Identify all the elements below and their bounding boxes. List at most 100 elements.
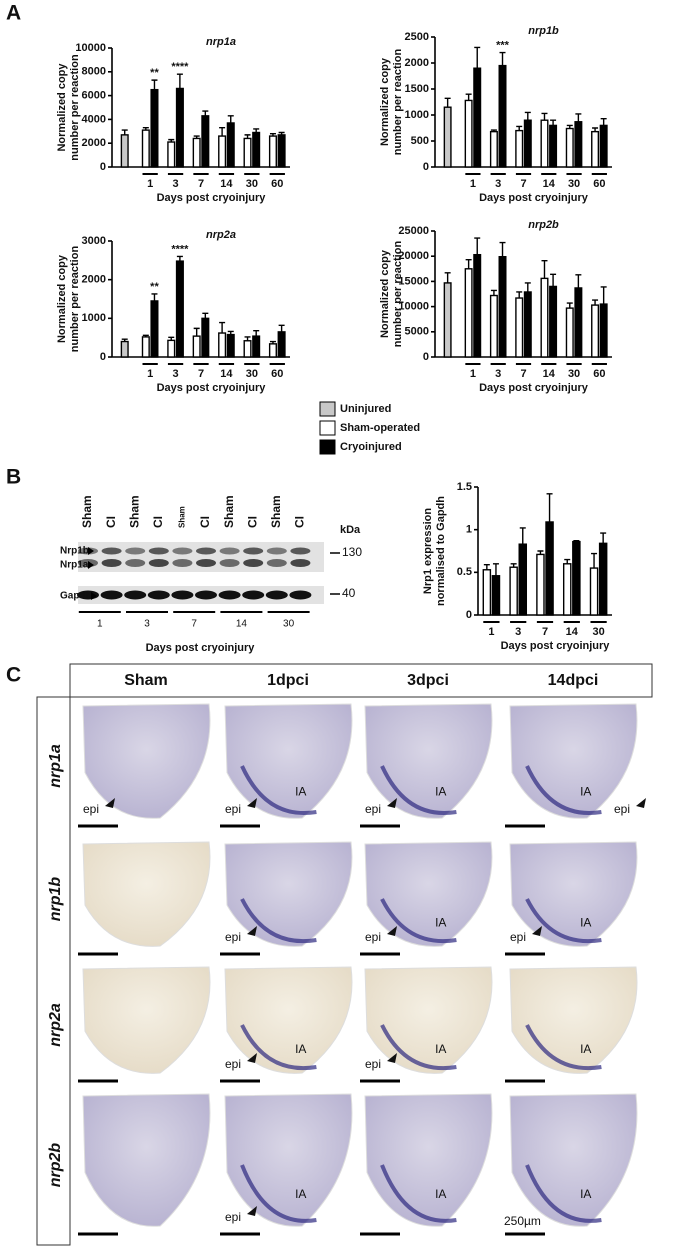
y-tick-label: 6000 xyxy=(82,90,106,102)
bar xyxy=(565,127,574,168)
bar xyxy=(572,540,581,616)
bar xyxy=(150,300,159,358)
x-axis-label: Days post cryoinjury xyxy=(501,640,611,652)
error-bar xyxy=(202,110,209,116)
y-tick-label: 10000 xyxy=(398,301,429,313)
band xyxy=(195,590,217,600)
error-bar xyxy=(227,330,234,335)
annotation: epi xyxy=(365,930,381,944)
bar xyxy=(226,122,235,168)
error-bar xyxy=(516,125,523,131)
tissue-section xyxy=(224,1093,353,1227)
y-axis-label: Nrp1 expression xyxy=(422,508,434,594)
error-bar xyxy=(600,117,607,126)
bar xyxy=(562,563,572,616)
significance: **** xyxy=(171,61,189,73)
error-bar xyxy=(121,338,128,342)
stain xyxy=(380,898,457,944)
bar xyxy=(489,130,498,168)
x-tick-label: 1 xyxy=(470,368,476,380)
bar xyxy=(518,543,528,616)
band xyxy=(148,559,169,567)
error-bar xyxy=(516,291,523,299)
error-bar xyxy=(573,540,580,542)
band-arrow xyxy=(88,561,94,569)
arrowhead xyxy=(247,1053,257,1063)
row-label: nrp1b xyxy=(47,877,64,922)
x-tick-label: 30 xyxy=(246,368,258,380)
error-bar xyxy=(550,273,557,287)
bar xyxy=(464,99,473,168)
error-bar xyxy=(492,563,499,576)
legend-swatch xyxy=(319,401,336,417)
x-tick-label: 60 xyxy=(593,368,605,380)
band xyxy=(196,559,216,567)
panel-label: A xyxy=(6,2,21,25)
annotation: epi xyxy=(225,1057,241,1071)
error-bar xyxy=(465,93,472,101)
bar xyxy=(218,332,227,358)
stain xyxy=(380,1164,457,1223)
error-bar xyxy=(524,111,531,121)
band xyxy=(243,559,264,567)
stain xyxy=(240,1164,317,1223)
y-tick-label: 2000 xyxy=(82,137,106,149)
error-bar xyxy=(278,131,285,135)
tissue-section xyxy=(509,966,638,1074)
band xyxy=(219,547,240,555)
error-bar xyxy=(444,97,451,108)
annotation: IA xyxy=(295,1042,306,1056)
bar xyxy=(599,303,608,358)
x-tick-label: 14 xyxy=(543,368,556,380)
error-bar xyxy=(474,46,481,69)
y-tick-label: 1000 xyxy=(82,312,106,324)
band xyxy=(125,559,146,567)
error-bar xyxy=(168,336,175,341)
bar xyxy=(218,135,227,168)
y-tick-label: 4000 xyxy=(82,113,106,125)
error-bar xyxy=(193,135,200,139)
lane-label: CI xyxy=(151,516,165,528)
annotation: epi xyxy=(365,802,381,816)
bar xyxy=(565,307,574,358)
bar xyxy=(192,335,201,358)
day-label: 30 xyxy=(283,619,295,630)
scale-label: 250µm xyxy=(504,1214,541,1228)
bar xyxy=(473,253,482,358)
tissue-section xyxy=(224,966,353,1074)
bar xyxy=(277,134,286,168)
blot-membrane xyxy=(78,542,324,572)
y-axis-label: number per reaction xyxy=(392,241,404,348)
band xyxy=(289,590,312,600)
lane-label: Sham xyxy=(269,495,283,528)
error-bar xyxy=(253,330,260,337)
bar xyxy=(545,521,554,616)
error-bar xyxy=(244,336,251,341)
y-tick-label: 1500 xyxy=(405,83,429,95)
significance: ** xyxy=(150,281,159,293)
stain xyxy=(380,1024,457,1071)
stain xyxy=(525,1024,602,1071)
annotation: IA xyxy=(580,1042,591,1056)
x-tick-label: 60 xyxy=(271,178,283,190)
day-label: 7 xyxy=(191,619,197,630)
x-tick-label: 7 xyxy=(520,368,526,380)
error-bar xyxy=(541,260,548,279)
bar xyxy=(473,67,482,168)
y-tick-label: 1.5 xyxy=(457,481,472,493)
stain xyxy=(525,898,602,944)
tissue-section xyxy=(364,703,493,819)
bar xyxy=(589,567,599,616)
legend-swatch xyxy=(319,420,336,436)
y-axis-label: number per reaction xyxy=(69,54,81,161)
y-tick-label: 2500 xyxy=(405,31,429,43)
y-axis-label: Normalized copy xyxy=(379,57,391,146)
y-axis-label: Normalized copy xyxy=(56,63,68,152)
bar xyxy=(523,119,532,168)
error-bar xyxy=(444,272,451,283)
lane-label: CI xyxy=(293,516,307,528)
x-tick-label: 1 xyxy=(147,368,153,380)
lane-label: Sham xyxy=(222,495,236,528)
lane-label: CI xyxy=(245,516,259,528)
bar xyxy=(243,340,252,358)
